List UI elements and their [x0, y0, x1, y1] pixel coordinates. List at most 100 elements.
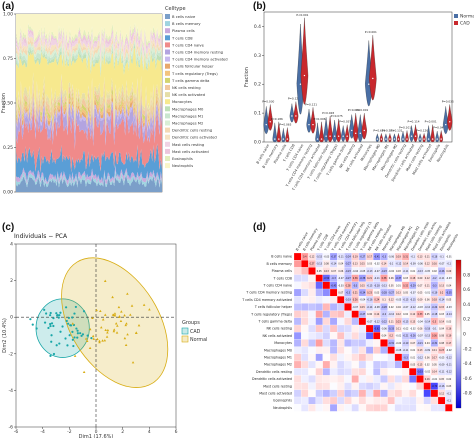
point-normal — [91, 316, 94, 319]
y-tick-label: 0.75 — [3, 56, 13, 62]
point-normal — [119, 319, 123, 323]
point-cad — [52, 317, 55, 320]
heatmap-cell — [437, 396, 446, 405]
point-cad — [73, 312, 76, 315]
heatmap-cell — [301, 404, 309, 412]
row-label-18: Mast cells resting — [263, 384, 292, 388]
legend-label-1: CAD — [460, 21, 470, 27]
legend-swatch-5 — [165, 49, 170, 55]
point-cad — [58, 314, 61, 317]
legend-label-17: Dendritic cells activated — [172, 136, 217, 140]
cell-value: -0.01 — [432, 378, 438, 381]
area-series-8 — [16, 84, 162, 131]
point-cad — [55, 344, 58, 347]
cell-value: 0.3 — [433, 320, 437, 323]
heatmap-cell — [344, 360, 352, 369]
heatmap-cell — [409, 404, 417, 412]
violin-normal-17-median — [410, 135, 413, 137]
cell-value: -0.12 — [446, 356, 452, 359]
cell-value: -0.21 — [417, 342, 423, 345]
heatmap-cell — [329, 303, 338, 311]
panel-d-correlation-heatmap: B cells naive B cells memory Plasma cells T… — [241, 222, 472, 412]
legend-label-20: Eosinophils — [172, 157, 193, 161]
heatmap-cell — [308, 332, 316, 340]
heatmap-cell — [380, 396, 388, 405]
violin-cad-18 — [422, 133, 426, 143]
cell-value: 0.38 — [382, 277, 387, 280]
heatmap-cell — [358, 317, 367, 326]
cell-value: 0.02 — [403, 313, 408, 316]
cell-value: -0.12 — [396, 263, 402, 266]
heatmap-cell — [344, 382, 352, 390]
heatmap-cell — [308, 375, 316, 383]
cell-value: -0.1 — [432, 328, 437, 331]
cell-value: 0.31 — [403, 256, 408, 259]
heatmap-cell — [430, 389, 439, 398]
heatmap-cell — [358, 346, 367, 354]
cell-value: 0.26 — [353, 299, 358, 302]
legend-swatch-11 — [165, 92, 170, 98]
cell-value: 0.24 — [374, 299, 379, 302]
heatmap-cell — [322, 360, 331, 369]
legend-swatch-6 — [165, 56, 170, 62]
heatmap-cell — [293, 346, 302, 354]
legend-swatch-16 — [165, 127, 170, 133]
heatmap-cell — [308, 288, 316, 297]
point-cad — [76, 332, 79, 335]
cell-value: -0.13 — [316, 263, 322, 266]
heatmap-cell — [344, 303, 352, 311]
cell-value: 0.05 — [317, 270, 322, 273]
point-normal — [85, 339, 89, 342]
violin-cad-16-median — [406, 138, 408, 140]
cell-value: 0.19 — [353, 256, 358, 259]
cell-value: -0.72 — [432, 385, 438, 388]
point-cad — [80, 334, 83, 337]
cell-value: -0.62 — [374, 328, 380, 331]
heatmap-cell — [308, 389, 316, 398]
heatmap-cell — [308, 346, 316, 354]
cell-value: 0.27 — [310, 263, 315, 266]
heatmap-cell — [308, 267, 316, 275]
violin-cad-1-median — [278, 138, 280, 140]
point-cad — [57, 316, 60, 319]
heatmap-cell — [380, 389, 388, 398]
legend-label-0: CAD — [190, 329, 201, 335]
legend-swatch-18 — [165, 141, 170, 147]
legend-label-19: Mast cells activated — [172, 150, 209, 154]
area-series-7 — [16, 86, 162, 133]
heatmap-cell — [301, 360, 309, 369]
point-normal — [137, 324, 141, 327]
cell-value: 0.05 — [403, 292, 408, 295]
cell-value: -0.01 — [396, 335, 402, 338]
cell-value: 0.12 — [396, 313, 401, 316]
legend-swatch-1 — [181, 335, 189, 343]
violin-cad-3 — [293, 101, 299, 124]
cell-value: -0.03 — [338, 284, 344, 287]
p-value-15: P=0.131 — [390, 128, 402, 132]
cell-value: -0.1 — [447, 263, 452, 266]
point-cad — [72, 344, 75, 348]
legend-label-1: Normal — [190, 337, 207, 343]
point-normal — [99, 309, 102, 312]
cell-value: 0.13 — [324, 270, 329, 273]
cell-value: -0.13 — [417, 270, 423, 273]
scale-tick-label: 0.4 — [463, 302, 470, 308]
point-normal — [112, 328, 116, 331]
heatmap-cell — [337, 317, 345, 326]
heatmap-cell — [365, 375, 374, 383]
heatmap-cell — [380, 404, 388, 412]
cell-value: -0.01 — [446, 256, 452, 259]
cell-value: 0.12 — [425, 277, 430, 280]
violin-cad-6 — [319, 121, 324, 143]
cell-value: 0.12 — [425, 263, 430, 266]
point-normal — [98, 339, 101, 343]
cell-value: -0.05 — [439, 356, 445, 359]
ellipse-normal — [61, 257, 169, 388]
area-series-2 — [16, 165, 162, 186]
violin-normal-10-median — [351, 129, 353, 132]
heatmap-cell — [373, 404, 381, 412]
heatmap-cell — [308, 303, 316, 311]
violin-normal-7-median — [325, 135, 327, 137]
scale-tick-label: 0.2 — [463, 317, 470, 323]
violin-cad-21-median — [449, 121, 451, 123]
